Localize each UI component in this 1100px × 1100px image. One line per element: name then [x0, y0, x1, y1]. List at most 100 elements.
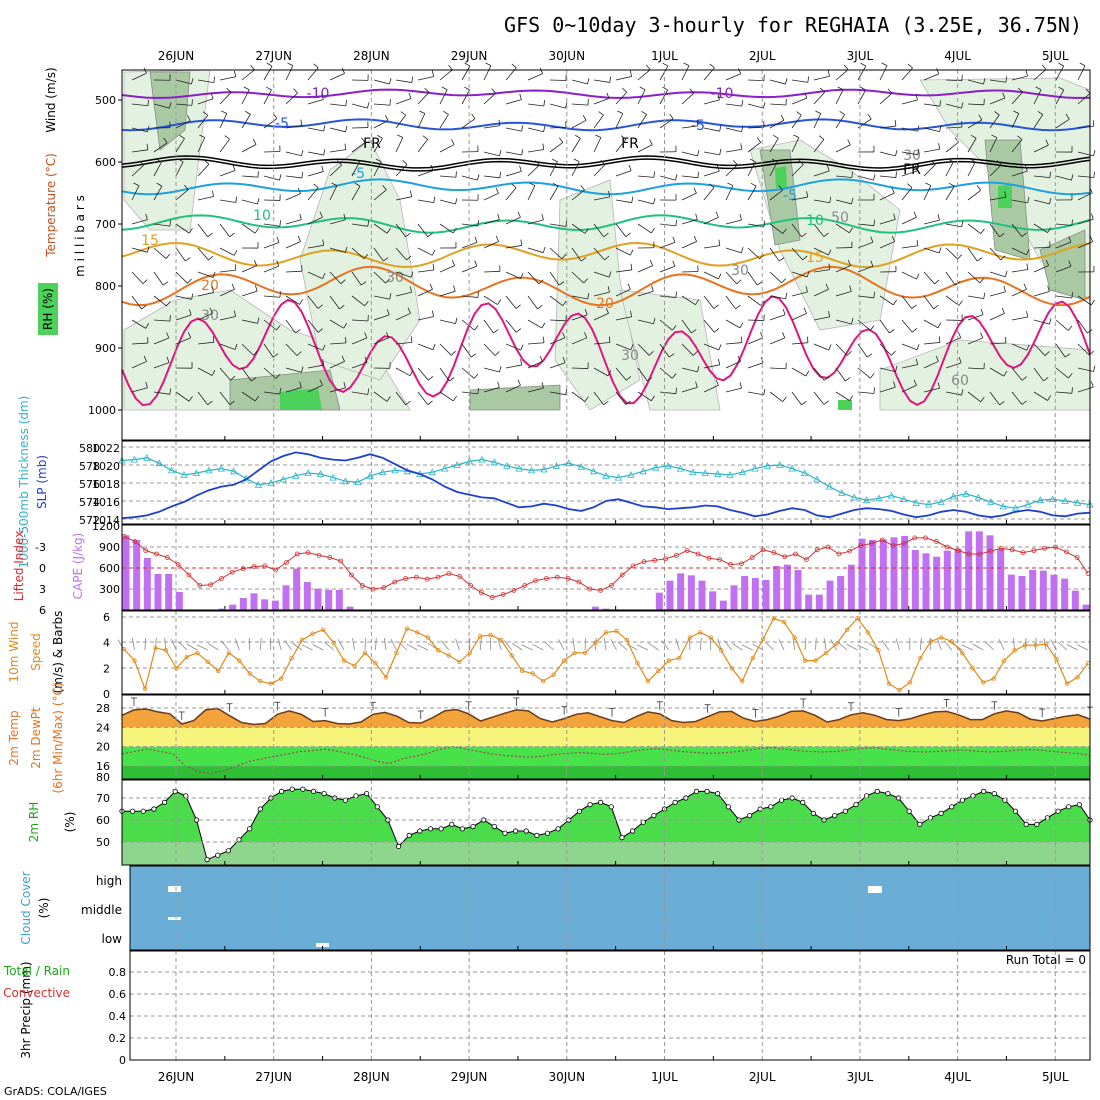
wind-barb-flag [647, 377, 653, 382]
wind-barb [441, 640, 450, 651]
wind-speed-marker [802, 658, 808, 663]
wind-barb-flag [691, 329, 697, 334]
thickness-marker [701, 469, 709, 476]
wind-barb-flag [912, 328, 918, 333]
wind-barb [175, 247, 186, 262]
wind-barb [208, 643, 219, 651]
thickness-marker [552, 462, 561, 469]
wind-barb [241, 391, 256, 402]
wind-barb [1011, 75, 1028, 81]
wind-barb-flag [692, 350, 698, 356]
wind-barb-flag [668, 353, 675, 358]
wind-barb [455, 638, 460, 651]
wind-barb [879, 151, 896, 157]
rh-marker [555, 826, 561, 832]
lifted-index-marker [435, 574, 441, 580]
wind-barb-flag [732, 160, 738, 166]
wind-barb [197, 164, 210, 177]
wind-barb [571, 391, 586, 402]
lifted-index-marker [847, 548, 853, 554]
wind-barb-flag [499, 366, 502, 373]
wind-barb [637, 367, 648, 382]
wind-speed-marker [876, 648, 881, 653]
wind-barb [835, 69, 849, 81]
wind-barb-flag [851, 171, 853, 178]
wind-barb [527, 247, 544, 254]
wind-barb-flag [145, 323, 150, 329]
wind-speed-marker [278, 676, 284, 681]
wind-barb-flag [893, 381, 896, 388]
lifted-index-marker [858, 543, 863, 548]
wind-barb-flag [860, 86, 866, 91]
wind-speed-marker [404, 626, 410, 631]
wind-barb [549, 223, 566, 227]
wind-barb [307, 244, 324, 249]
wind-barb-flag [145, 381, 148, 388]
wind-barb [186, 643, 198, 651]
slp-thickness-panel: 580578576574572102210201018101610141000-… [17, 396, 1094, 568]
wind-barb-flag [558, 137, 564, 143]
date-label: 1JUL [651, 49, 678, 63]
wind-barb-flag [299, 299, 304, 305]
contour-label: 20 [596, 296, 614, 312]
precip-tick-label: 0.2 [109, 1032, 127, 1045]
wind-barb [923, 387, 940, 393]
lifted-index-marker [771, 550, 777, 555]
wind-speed-marker [1033, 643, 1038, 648]
wind-barb-flag [948, 182, 955, 187]
wind-barb [373, 79, 390, 85]
wind-barb-flag [801, 232, 807, 238]
wind-barb [659, 319, 673, 331]
wind-barb-flag [213, 76, 216, 83]
cape-bar [943, 550, 951, 610]
cape-bar [602, 608, 610, 610]
credit: GrADS: COLA/IGES [4, 1085, 107, 1098]
wind-barb-flag [231, 283, 235, 290]
lifted-index-marker [164, 555, 170, 560]
rh-marker [959, 797, 965, 803]
lifted-index-marker [619, 572, 625, 578]
wind-speed-marker [425, 635, 431, 640]
wind-barb-flag [254, 285, 258, 292]
wind-barb-flag [1001, 307, 1005, 314]
wind-barb [1033, 114, 1044, 129]
wind-barb [549, 185, 559, 201]
rh-marker [1044, 815, 1051, 821]
wind-barb-flag [604, 255, 610, 261]
contour-label: 50 [831, 210, 849, 226]
wind-barb [197, 271, 214, 278]
wind-barb [747, 271, 758, 286]
wind-barb-flag [520, 239, 523, 246]
wind-barb [791, 137, 800, 153]
wind-barb [1011, 316, 1028, 321]
wind-barb [461, 175, 478, 181]
wind-barb [505, 127, 522, 132]
wind-barb-flag [276, 236, 280, 243]
wind-barb [659, 367, 673, 379]
wind-barb [830, 639, 837, 651]
wind-barb [131, 387, 148, 393]
wind-barb [461, 223, 478, 227]
wind-barb-flag [695, 381, 698, 388]
wind-barb [571, 103, 588, 106]
wind-barb-flag [961, 389, 964, 396]
wind-barb-flag [849, 227, 854, 233]
wind-barb [117, 639, 125, 651]
wind-barb [329, 319, 344, 329]
wind-barb [153, 161, 162, 177]
wind-barb [747, 186, 757, 201]
cape-bar [858, 538, 866, 610]
wind-barb-flag [727, 182, 734, 186]
wind-barb [285, 387, 302, 393]
wind-barb [219, 76, 236, 81]
wind-barb-flag [319, 211, 323, 218]
wind-speed-marker [645, 678, 651, 684]
wind-barb [967, 161, 976, 177]
lifted-index-marker [901, 541, 907, 546]
wind-barb [219, 170, 236, 177]
wind-barb [483, 343, 496, 356]
lifted-index-marker [706, 555, 712, 561]
wind-barb [967, 391, 981, 403]
wind-barb [945, 247, 958, 260]
cape-bar [901, 536, 909, 610]
